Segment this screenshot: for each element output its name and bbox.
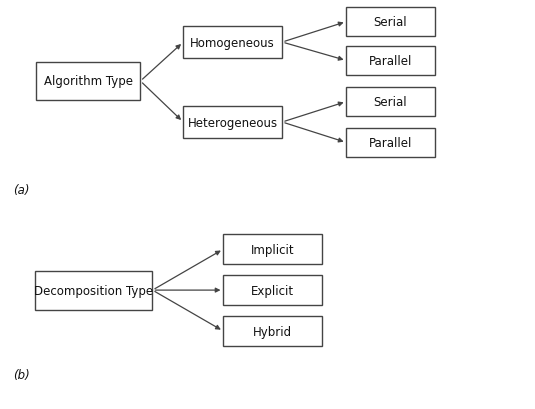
Text: Serial: Serial	[374, 16, 407, 29]
Text: (b): (b)	[13, 368, 30, 381]
FancyBboxPatch shape	[347, 47, 434, 76]
FancyBboxPatch shape	[183, 27, 282, 59]
FancyBboxPatch shape	[347, 8, 434, 37]
Text: Heterogeneous: Heterogeneous	[188, 116, 278, 129]
Text: Decomposition Type: Decomposition Type	[34, 284, 153, 297]
Text: (a): (a)	[13, 184, 30, 197]
Text: Parallel: Parallel	[369, 137, 412, 150]
Text: Parallel: Parallel	[369, 55, 412, 68]
FancyBboxPatch shape	[224, 234, 322, 265]
FancyBboxPatch shape	[35, 271, 152, 310]
Text: Explicit: Explicit	[251, 284, 294, 297]
Text: Homogeneous: Homogeneous	[190, 36, 275, 49]
FancyBboxPatch shape	[347, 129, 434, 157]
Text: Serial: Serial	[374, 96, 407, 109]
Text: Implicit: Implicit	[251, 243, 295, 256]
FancyBboxPatch shape	[224, 316, 322, 347]
FancyBboxPatch shape	[183, 106, 282, 139]
FancyBboxPatch shape	[224, 275, 322, 306]
FancyBboxPatch shape	[347, 88, 434, 117]
Text: Algorithm Type: Algorithm Type	[44, 75, 133, 88]
Text: Hybrid: Hybrid	[253, 325, 293, 338]
FancyBboxPatch shape	[36, 62, 140, 101]
